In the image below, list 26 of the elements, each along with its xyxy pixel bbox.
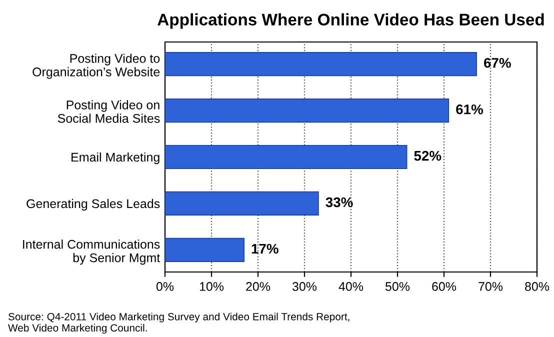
data-label: 52% [414, 150, 442, 161]
y-tick-label: Email Marketing [72, 152, 160, 164]
x-tick-label: 10% [200, 282, 224, 291]
x-tick-label: 70% [478, 282, 503, 291]
x-tick-label: 40% [338, 282, 364, 291]
y-tick-label: Generating Sales Leads [26, 198, 160, 211]
bar [165, 238, 244, 262]
chart-title: Applications Where Online Video Has Been Used [158, 13, 544, 29]
x-tick-label: 20% [246, 282, 270, 291]
y-tick-label: Posting Video to Organization’s Website [32, 54, 160, 79]
data-label: 17% [252, 244, 278, 254]
source-note: Source: Q4-2011 Video Marketing Survey and Video Email Trends Report, Web Video Marketing Council. [8, 312, 350, 334]
bar [165, 191, 319, 216]
x-tick-label: 80% [525, 282, 550, 291]
data-label: 67% [484, 58, 511, 68]
bar [165, 98, 450, 123]
y-tick-label: Internal Communications by Senior Mgmt [23, 240, 160, 265]
x-tick-label: 0% [156, 282, 174, 291]
bar [165, 52, 477, 76]
x-tick-label: 60% [432, 282, 456, 291]
bar [165, 144, 408, 170]
data-label: 61% [456, 104, 484, 114]
x-tick-label: 50% [385, 282, 410, 291]
y-tick-label: Posting Video on Social Media Sites [58, 100, 160, 123]
data-label: 33% [326, 197, 353, 208]
x-tick-label: 30% [292, 282, 317, 291]
